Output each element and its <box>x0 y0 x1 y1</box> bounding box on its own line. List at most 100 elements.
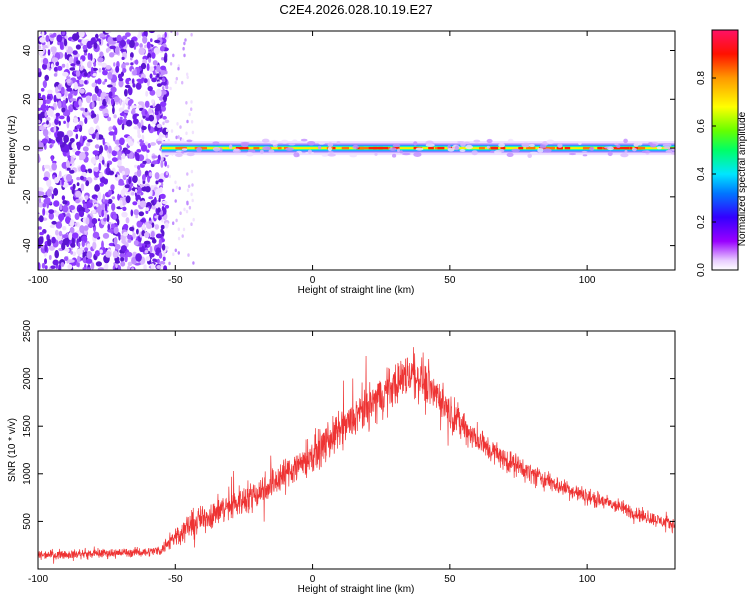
spectrogram-noise-cell <box>83 52 88 56</box>
spectrogram-noise-cell <box>89 199 93 203</box>
spectrogram-halo-cell <box>307 141 316 146</box>
spectrogram-noise-cell <box>38 226 42 230</box>
spectrogram-halo-cell <box>181 138 185 143</box>
spectrogram-noise-cell <box>41 138 49 144</box>
spectrogram-noise-cell <box>69 219 75 227</box>
spectrogram-peak-cell <box>518 146 524 150</box>
spectrogram-noise-cell <box>85 207 89 214</box>
spectrogram-noise-cell <box>114 46 120 55</box>
spectrogram-noise-cell <box>38 215 44 223</box>
spectrogram-noise-cell <box>69 67 76 71</box>
spectrogram-noise-cell <box>161 218 164 223</box>
spectrogram-noise-cell <box>94 206 97 210</box>
spectrogram-noise-cell <box>184 38 187 42</box>
spectrogram-halo-cell <box>447 147 455 152</box>
spectrogram-noise-cell <box>74 222 78 226</box>
spectrogram-noise-cell <box>160 193 166 199</box>
spectrogram-halo-cell <box>641 150 651 153</box>
spectrogram-noise-cell <box>42 57 49 65</box>
spectrogram-noise-cell <box>91 94 98 102</box>
spectrogram-noise-cell <box>53 200 60 207</box>
snr-y-tick-label: 1500 <box>22 415 33 438</box>
spectrogram-noise-cell <box>143 264 147 270</box>
spectrogram-noise-cell <box>163 265 168 270</box>
spectrogram-noise-cell <box>47 238 52 247</box>
spectrogram-halo-cell <box>317 145 322 150</box>
spectrogram-noise-cell <box>38 45 42 50</box>
spectrogram-noise-cell <box>102 232 110 239</box>
spectrogram-noise-cell <box>121 123 125 131</box>
spectrogram-halo-cell <box>402 152 411 156</box>
spectrogram-noise-cell <box>85 258 93 264</box>
spectrogram-peak-cell <box>583 146 594 150</box>
spectrogram-halo-cell <box>182 148 188 151</box>
spectrogram-noise-cell <box>130 57 133 61</box>
spectrogram-noise-cell <box>91 113 97 118</box>
spectrogram-noise-cell <box>191 130 195 135</box>
spectrogram-noise-cell <box>174 80 177 85</box>
spectrogram-noise-cell <box>162 253 166 257</box>
spectrogram-halo-cell <box>327 151 334 154</box>
spectrogram-noise-cell <box>133 209 139 216</box>
spectrogram-peak-cell <box>610 146 621 150</box>
spectrogram-noise-cell <box>112 250 119 259</box>
spectrogram-noise-cell <box>56 92 62 99</box>
spectrogram-noise-cell <box>175 76 178 81</box>
spectrogram-noise-cell <box>148 66 155 72</box>
spectrogram-halo-cell <box>327 146 332 152</box>
spectrogram-noise-cell <box>84 108 88 113</box>
spectrogram-noise-cell <box>104 78 108 83</box>
spectrogram-noise-cell <box>118 182 125 186</box>
spectrogram-noise-cell <box>58 230 63 237</box>
spectrogram-noise-cell <box>155 88 162 98</box>
spectrogram-noise-cell <box>162 34 165 38</box>
spectrogram-halo-cell <box>529 143 535 147</box>
spectrogram-noise-cell <box>108 145 112 154</box>
spectrogram-halo-cell <box>186 152 195 157</box>
spectrogram-noise-cell <box>120 261 126 267</box>
spectrogram-noise-cell <box>72 251 77 257</box>
spectrogram-noise-cell <box>42 128 49 137</box>
spectrogram-noise-cell <box>164 222 169 229</box>
spectrogram-halo-cell <box>498 149 505 153</box>
spectrogram-noise-cell <box>38 201 44 208</box>
spectrogram-x-tick-label: -100 <box>28 275 48 286</box>
spectrogram-noise-cell <box>75 133 79 140</box>
spectrogram-halo-cell <box>578 141 582 145</box>
spectrogram-noise-cell <box>101 62 107 68</box>
spectrogram-noise-cell <box>76 60 81 65</box>
spectrogram-halo-cell <box>181 150 185 154</box>
spectrogram-noise-cell <box>120 256 125 262</box>
spectrogram-noise-cell <box>156 265 162 269</box>
spectrogram-noise-cell <box>59 41 64 50</box>
spectrogram-noise-cell <box>114 127 118 136</box>
spectrogram-halo-cell <box>389 147 397 151</box>
spectrogram-noise-cell <box>79 225 85 234</box>
spectrogram-noise-cell <box>143 240 151 245</box>
spectrogram-noise-cell <box>113 237 118 246</box>
spectrogram-noise-cell <box>143 78 148 84</box>
spectrogram-noise-cell <box>166 164 170 169</box>
spectrogram-noise-cell <box>86 40 93 49</box>
colorbar-ticks: 0.0 0.2 0.4 0.6 0.8 <box>696 71 716 277</box>
spectrogram-noise-cell <box>62 71 69 77</box>
spectrogram-noise-cell <box>165 85 169 90</box>
spectrogram-noise-cell <box>99 105 106 109</box>
spectrogram-noise-cell <box>162 86 165 90</box>
spectrogram-noise-cell <box>50 265 56 270</box>
spectrogram-noise-cell <box>186 72 189 77</box>
spectrogram-noise-cell <box>150 230 155 238</box>
spectrogram-noise-cell <box>78 206 85 212</box>
spectrogram-noise-cell <box>96 113 99 122</box>
spectrogram-noise-cell <box>119 112 126 117</box>
spectrogram-noise-cell <box>107 116 112 122</box>
spectrogram-halo-cell <box>632 147 637 152</box>
spectrogram-noise-cell <box>46 178 52 187</box>
spectrogram-noise-cell <box>159 186 163 194</box>
snr-y-tick-label: 1000 <box>22 462 33 485</box>
snr-x-tick-label: 0 <box>310 574 316 585</box>
spectrogram-noise-cell <box>90 53 93 61</box>
spectrogram-noise-cell <box>62 238 69 246</box>
spectrogram-noise-cell <box>149 73 153 79</box>
spectrogram-halo-cell <box>212 147 221 152</box>
